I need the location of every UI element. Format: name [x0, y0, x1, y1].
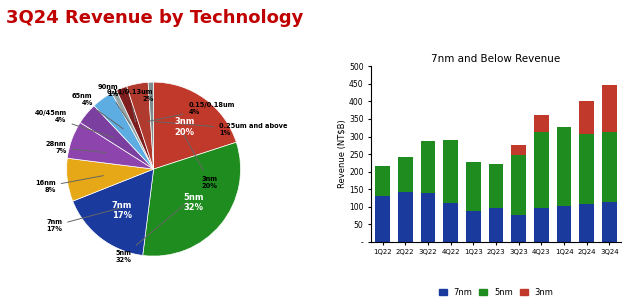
Text: 7nm
17%: 7nm 17%	[111, 201, 132, 220]
Text: 0.11/0.13um
2%: 0.11/0.13um 2%	[107, 89, 154, 122]
Bar	[444, 203, 458, 242]
Text: 40/45nm
4%: 40/45nm 4%	[35, 111, 114, 138]
Wedge shape	[73, 169, 154, 255]
Text: 0.25um and above
1%: 0.25um and above 1%	[155, 121, 287, 137]
Text: 3Q24 Revenue by Technology: 3Q24 Revenue by Technology	[6, 9, 304, 27]
Y-axis label: Revenue (NT$B): Revenue (NT$B)	[337, 120, 346, 188]
Text: 65nm
4%: 65nm 4%	[72, 93, 124, 129]
Wedge shape	[154, 82, 236, 169]
Wedge shape	[94, 93, 154, 169]
Bar	[488, 207, 504, 242]
Text: 5nm
32%: 5nm 32%	[184, 193, 204, 212]
Text: 90nm
1%: 90nm 1%	[98, 84, 131, 124]
Bar	[579, 134, 594, 204]
Bar	[488, 164, 504, 207]
Wedge shape	[80, 106, 154, 169]
Bar	[420, 193, 435, 242]
Bar	[466, 162, 481, 211]
Bar	[398, 157, 413, 191]
Bar	[602, 202, 617, 242]
Bar	[375, 196, 390, 242]
Wedge shape	[67, 123, 154, 169]
Text: 28nm
7%: 28nm 7%	[46, 141, 106, 154]
Bar	[375, 166, 390, 196]
Bar	[602, 132, 617, 202]
Bar	[420, 141, 435, 193]
Text: 0.15/0.18um
4%: 0.15/0.18um 4%	[147, 102, 235, 122]
Bar	[511, 145, 526, 155]
Bar	[557, 206, 572, 242]
Text: 5nm
32%: 5nm 32%	[115, 201, 188, 263]
Wedge shape	[112, 90, 154, 169]
Legend: 7nm, 5nm, 3nm: 7nm, 5nm, 3nm	[435, 284, 557, 300]
Bar	[444, 140, 458, 203]
Bar	[579, 101, 594, 134]
Text: 16nm
8%: 16nm 8%	[35, 176, 104, 193]
Wedge shape	[148, 82, 154, 169]
Bar	[534, 132, 548, 207]
Bar	[511, 155, 526, 215]
Bar	[534, 115, 548, 132]
Wedge shape	[67, 158, 154, 201]
Bar	[557, 127, 572, 206]
Bar	[534, 207, 548, 242]
Text: 3nm
20%: 3nm 20%	[174, 117, 195, 137]
Bar	[602, 85, 617, 132]
Text: 3nm
20%: 3nm 20%	[183, 133, 218, 189]
Title: 7nm and Below Revenue: 7nm and Below Revenue	[431, 54, 561, 64]
Bar	[398, 191, 413, 242]
Bar	[579, 204, 594, 242]
Wedge shape	[127, 82, 154, 169]
Bar	[466, 211, 481, 242]
Bar	[511, 215, 526, 242]
Wedge shape	[143, 142, 241, 256]
Text: 7nm
17%: 7nm 17%	[46, 208, 122, 232]
Wedge shape	[116, 86, 154, 169]
